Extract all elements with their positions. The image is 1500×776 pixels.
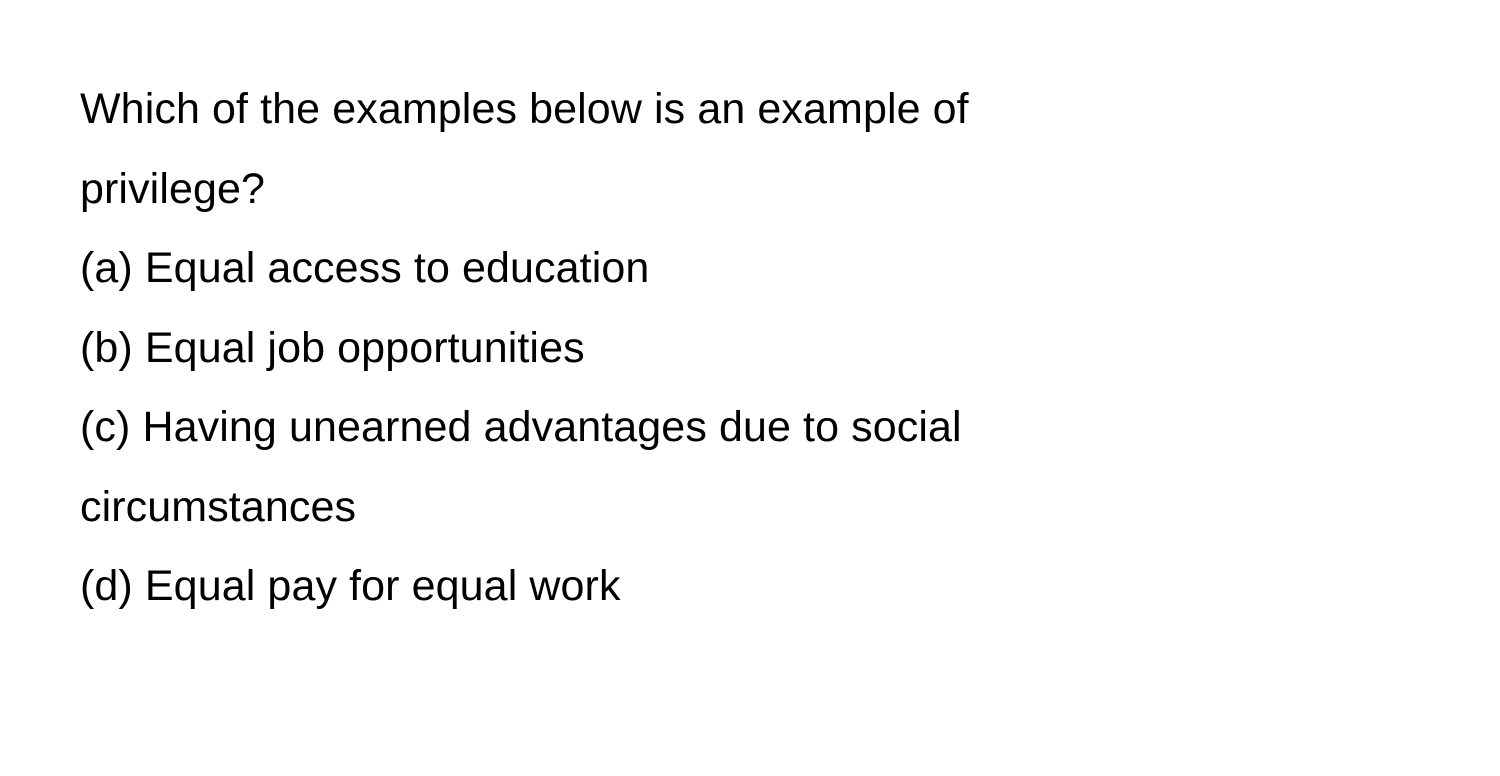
question-text: Which of the examples below is an exampl… (80, 70, 1420, 229)
option-a: (a) Equal access to education (80, 229, 1420, 309)
option-b: (b) Equal job opportunities (80, 309, 1420, 389)
option-a-label: (a) (80, 244, 133, 292)
question-line-2: privilege? (80, 165, 265, 213)
option-c-text-line1: Having unearned advantages due to social (143, 403, 962, 451)
option-a-text: Equal access to education (145, 244, 650, 292)
option-d-text: Equal pay for equal work (145, 562, 621, 610)
option-c: (c) Having unearned advantages due to so… (80, 388, 1420, 468)
option-c-continuation: circumstances (80, 468, 1420, 548)
option-d-label: (d) (80, 562, 133, 610)
options-list: (a) Equal access to education (b) Equal … (80, 229, 1420, 627)
option-b-text: Equal job opportunities (145, 324, 585, 372)
question-block: Which of the examples below is an exampl… (0, 0, 1500, 627)
question-line-1: Which of the examples below is an exampl… (80, 85, 969, 133)
option-c-label: (c) (80, 403, 130, 451)
option-c-text-line2: circumstances (80, 483, 356, 531)
option-b-label: (b) (80, 324, 133, 372)
option-d: (d) Equal pay for equal work (80, 547, 1420, 627)
